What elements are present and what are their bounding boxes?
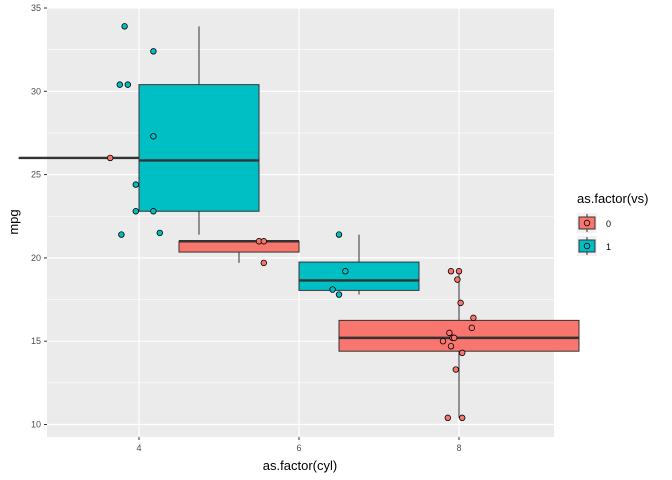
data-point (106, 154, 114, 162)
data-point (329, 286, 336, 293)
box (338, 319, 580, 352)
box (298, 261, 420, 291)
data-point (459, 349, 466, 357)
data-point (468, 324, 475, 332)
data-point (150, 208, 157, 215)
boxplot-cyl6-vs1 (298, 234, 420, 295)
boxplot-cyl4-vs1 (138, 26, 260, 235)
boxplot-cyl4-vs0 (18, 156, 140, 160)
box (178, 240, 300, 253)
data-point (150, 133, 157, 140)
legend: as.factor(vs) 01 (577, 191, 649, 256)
data-point (116, 81, 123, 88)
x-axis-title: as.factor(cyl) (263, 458, 337, 473)
legend-keys: 01 (577, 213, 611, 256)
data-point (439, 338, 447, 345)
data-point (150, 48, 157, 55)
data-point (447, 343, 455, 350)
legend-key-point (583, 219, 591, 227)
boxplot-cyl6-vs0 (178, 240, 300, 263)
legend-label: 0 (606, 219, 611, 229)
x-axis: 4 6 8 (136, 437, 462, 453)
x-tick-label: 4 (136, 443, 141, 453)
data-point (459, 414, 466, 422)
legend-label: 1 (606, 242, 611, 252)
data-point (335, 291, 343, 298)
y-tick-label: 15 (31, 336, 41, 346)
data-point (260, 259, 267, 267)
data-point (342, 268, 349, 275)
data-point (335, 231, 343, 238)
boxplots (18, 26, 580, 418)
jitter-points (106, 23, 477, 422)
data-point (454, 276, 461, 283)
data-point (156, 229, 163, 237)
data-point (444, 414, 451, 422)
data-point (457, 299, 464, 307)
data-point (446, 329, 453, 337)
y-tick-label: 30 (31, 86, 41, 96)
y-axis: 10 15 20 25 30 35 (31, 3, 47, 430)
data-point (451, 334, 458, 342)
y-tick-label: 20 (31, 253, 41, 263)
data-point (452, 366, 459, 373)
data-point (260, 238, 267, 245)
boxplot-cyl8-vs0 (338, 271, 580, 418)
y-tick-label: 10 (31, 420, 41, 430)
y-axis-title: mpg (6, 209, 21, 234)
legend-key-point (583, 242, 591, 250)
data-point (470, 314, 477, 322)
y-tick-label: 25 (31, 170, 41, 180)
data-point (121, 23, 128, 30)
data-point (455, 268, 463, 275)
panel-background (47, 8, 554, 437)
box (138, 84, 260, 212)
data-point (132, 208, 139, 215)
data-point (132, 181, 139, 188)
legend-title: as.factor(vs) (577, 191, 649, 206)
legend-key-0: 0 (577, 213, 611, 233)
data-point (447, 268, 455, 275)
data-point (124, 81, 131, 88)
legend-key-1: 1 (577, 236, 611, 256)
data-point (118, 231, 125, 238)
x-tick-label: 8 (456, 443, 461, 453)
x-tick-label: 6 (296, 443, 301, 453)
y-tick-label: 35 (31, 3, 41, 13)
